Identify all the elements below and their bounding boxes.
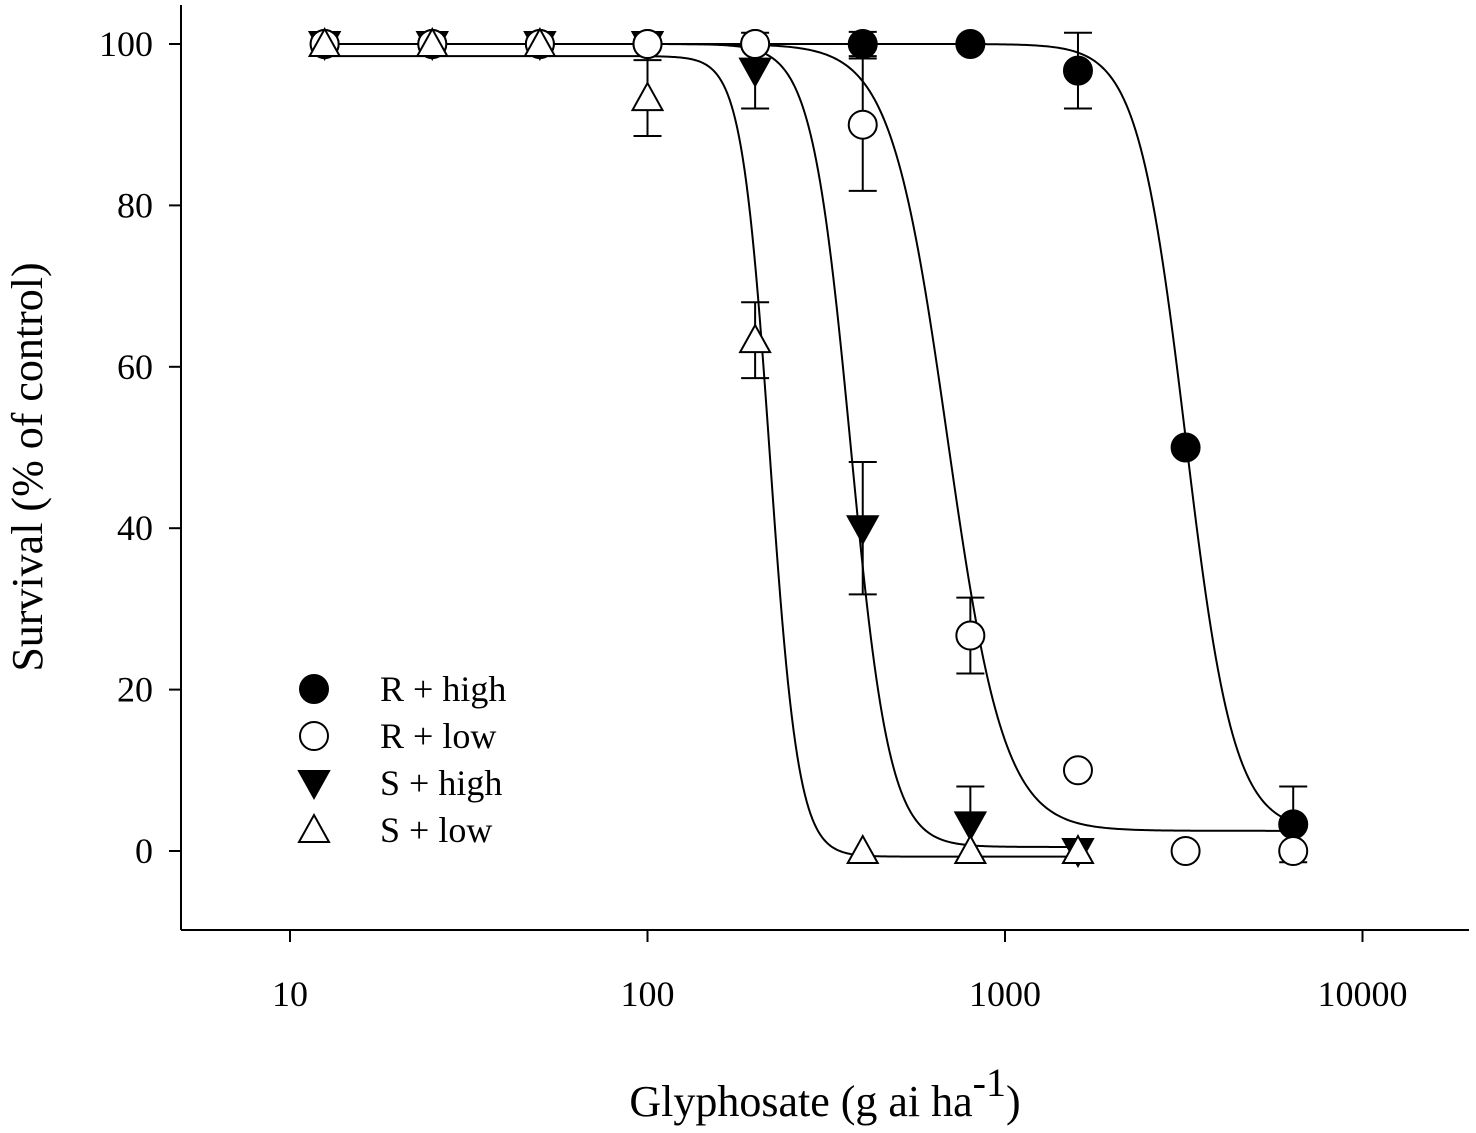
plot-frame xyxy=(180,5,1469,931)
data-point xyxy=(953,833,988,864)
x-axis-title: Glyphosate (g ai ha-1) xyxy=(629,1060,1020,1126)
legend: R + high R + low S + high S + low xyxy=(297,669,506,850)
y-axis-ticks: 0 20 40 60 80 100 xyxy=(99,24,181,871)
legend-label: S + high xyxy=(380,763,502,803)
legend-label: R + low xyxy=(380,716,496,756)
data-point xyxy=(955,29,986,59)
data-point xyxy=(846,515,880,546)
x-tick-label: 1000 xyxy=(969,974,1041,1014)
fit-curve xyxy=(324,43,1078,848)
data-point xyxy=(847,109,878,140)
data-point xyxy=(740,29,771,59)
data-point xyxy=(738,57,772,88)
legend-marker xyxy=(299,721,329,751)
legend-marker xyxy=(297,812,331,843)
x-axis-title-superscript: -1 xyxy=(973,1060,1006,1105)
y-tick-label: 20 xyxy=(117,670,153,710)
data-point xyxy=(307,26,342,57)
data-point xyxy=(738,323,772,354)
legend-marker xyxy=(299,674,329,704)
y-tick-label: 80 xyxy=(117,185,153,225)
x-tick-label: 10000 xyxy=(1318,974,1408,1014)
fit-curves xyxy=(324,43,1294,858)
fit-curve xyxy=(324,43,1294,832)
x-axis-title-suffix: ) xyxy=(1006,1077,1021,1126)
y-tick-label: 60 xyxy=(117,347,153,387)
data-point xyxy=(415,26,449,57)
data-point xyxy=(1061,833,1095,864)
data-points xyxy=(307,26,1309,869)
x-tick-label: 100 xyxy=(621,974,675,1014)
data-point xyxy=(632,29,663,59)
data-point xyxy=(1170,432,1201,463)
legend-label: S + low xyxy=(380,810,492,850)
y-tick-label: 100 xyxy=(99,24,153,64)
fit-curve xyxy=(324,55,1078,858)
data-point xyxy=(953,811,988,842)
data-point xyxy=(1062,55,1093,86)
data-point xyxy=(630,81,665,112)
x-tick-label: 10 xyxy=(272,974,308,1014)
data-point xyxy=(1170,836,1201,866)
data-point xyxy=(847,29,878,59)
y-tick-label: 0 xyxy=(135,831,153,871)
legend-label: R + high xyxy=(380,669,506,709)
x-axis-title-main: Glyphosate (g ai ha xyxy=(629,1077,972,1126)
y-tick-label: 40 xyxy=(117,508,153,548)
data-point xyxy=(1278,836,1309,866)
x-axis-ticks: 10 100 1000 10000 xyxy=(272,930,1408,1014)
data-point xyxy=(955,620,986,651)
legend-marker xyxy=(297,770,331,801)
error-bars xyxy=(633,30,1308,864)
data-point xyxy=(846,833,880,864)
data-point xyxy=(1062,755,1093,786)
y-axis-title: Survival (% of control) xyxy=(3,262,52,671)
data-point xyxy=(523,26,557,57)
data-point xyxy=(1278,809,1309,840)
